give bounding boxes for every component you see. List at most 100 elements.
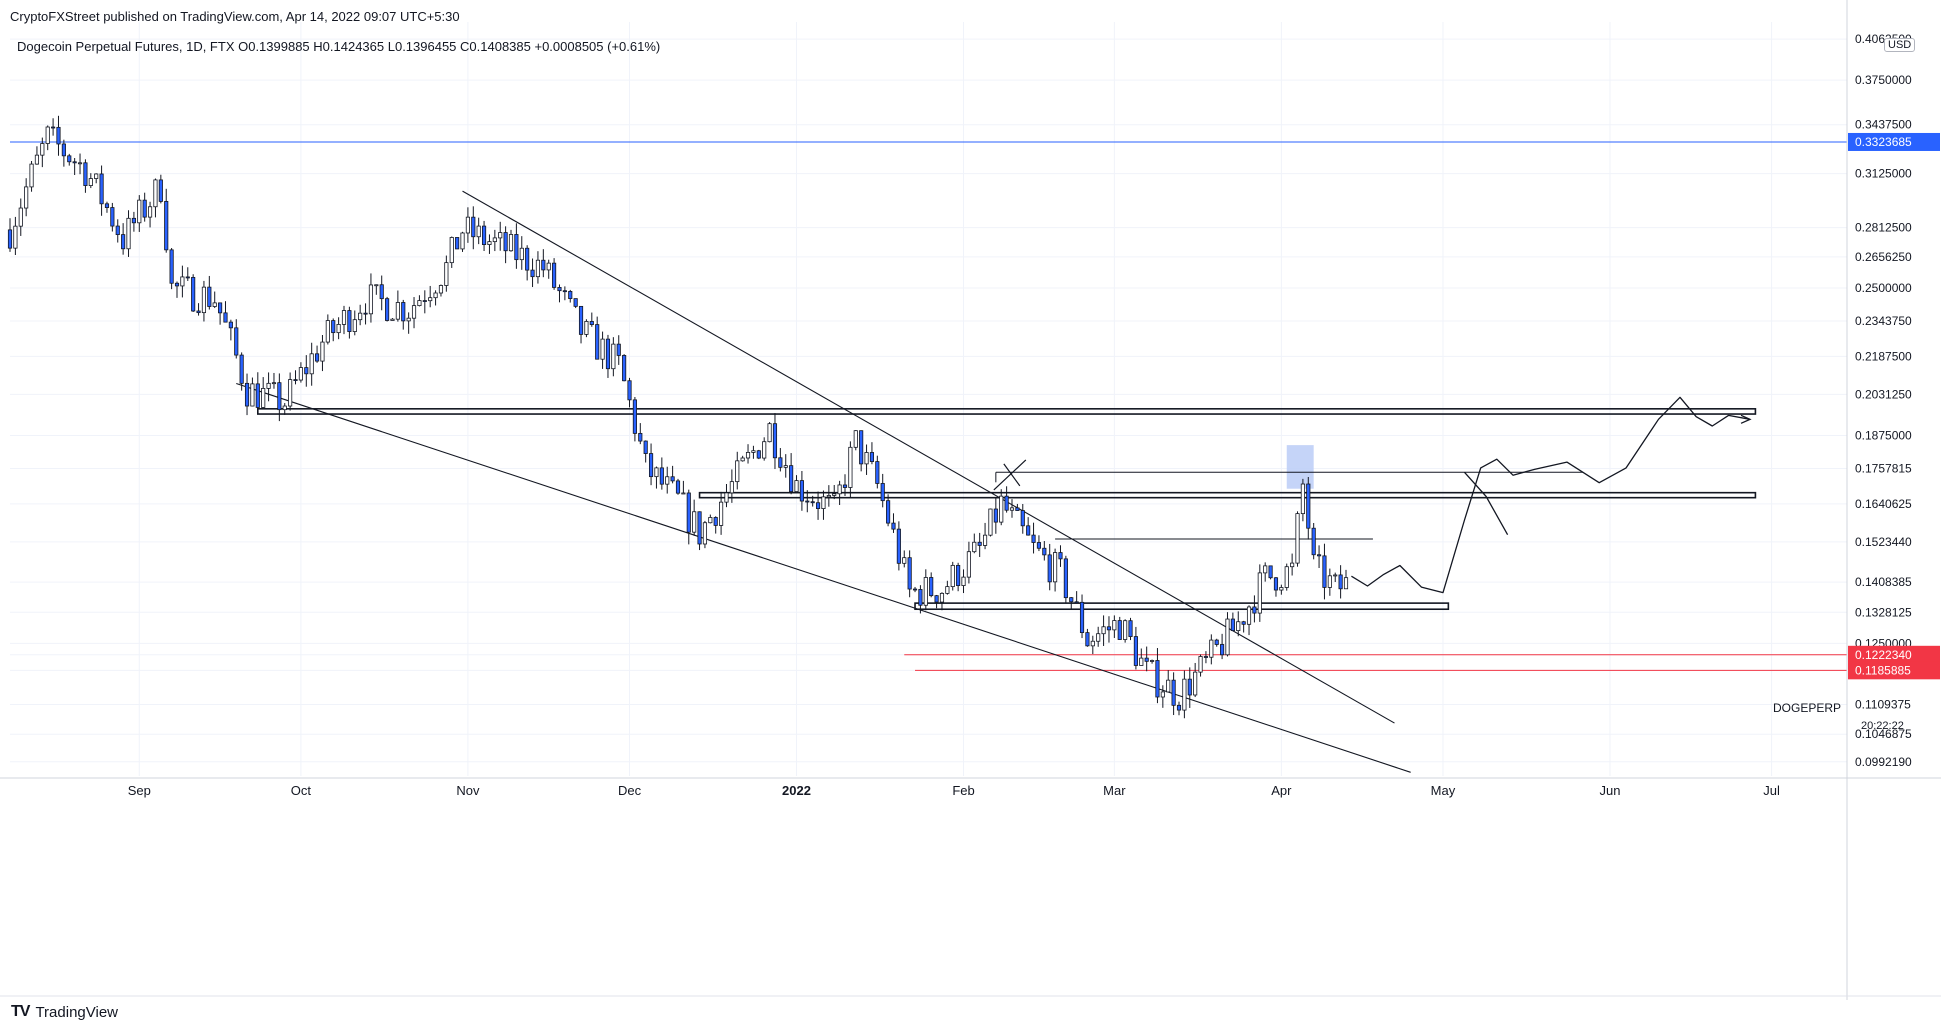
candle-down [1306, 483, 1311, 529]
candle-down [1020, 510, 1025, 527]
candle-down [99, 173, 104, 205]
candle-down [1241, 621, 1246, 625]
candle-down [842, 484, 848, 488]
projection-alt-line[interactable] [1464, 471, 1509, 536]
candle-down [1004, 495, 1009, 511]
tradingview-brand[interactable]: TV TradingView [11, 1003, 118, 1021]
candle-up [1123, 620, 1128, 640]
zone-rect[interactable] [698, 491, 1757, 499]
candle-up [1257, 572, 1262, 614]
candle-up [1182, 678, 1187, 711]
bar-countdown: 20:22:22 [1861, 720, 1904, 732]
x-mark-icon [993, 459, 1027, 491]
candle-down [1042, 547, 1047, 556]
currency-button[interactable]: USD [1884, 38, 1916, 52]
candle-up [902, 557, 907, 564]
candle-up [1090, 640, 1095, 647]
candle-down [244, 382, 250, 407]
price-label-box[interactable] [1848, 645, 1940, 664]
candle-down [422, 300, 427, 302]
candle-up [745, 452, 751, 459]
candle-down [1026, 525, 1031, 536]
projection-line[interactable] [1351, 396, 1751, 594]
candle-up [853, 430, 858, 448]
candle-up [611, 343, 616, 370]
candle-down [869, 452, 875, 462]
candle-down [185, 276, 190, 279]
candle-down [255, 383, 260, 408]
candle-up [692, 511, 697, 533]
candle-up [1053, 552, 1058, 583]
candle-down [1144, 657, 1149, 662]
candle-down [1268, 565, 1273, 579]
candle-up [719, 501, 724, 526]
time-axis[interactable]: Sep Oct Nov Dec 2022 Feb Mar Apr May Jun Jul [0, 777, 1941, 997]
candle-up [826, 495, 831, 498]
candle-down [638, 432, 643, 442]
price-label-box[interactable] [1848, 573, 1940, 592]
arrow-head-icon [1740, 414, 1752, 424]
y-tick-label: 0.2656250 [1855, 250, 1912, 264]
price-label-text: 0.1408385 [1855, 575, 1912, 589]
candle-down [293, 379, 298, 381]
trendline[interactable] [462, 190, 1395, 724]
candle-down [471, 216, 476, 238]
candle-down [363, 312, 368, 315]
candle-up [1246, 606, 1252, 625]
candle-down [799, 480, 804, 502]
candle-up [1112, 620, 1117, 631]
candle-down [347, 310, 352, 332]
candle-down [228, 321, 233, 329]
candle-up [309, 353, 314, 375]
candle-up [250, 383, 255, 407]
candle-down [589, 321, 594, 325]
candle-up [498, 232, 503, 239]
highlight-box[interactable] [1286, 445, 1314, 489]
candle-up [325, 320, 330, 343]
candle-up [1279, 587, 1284, 591]
candle-up [261, 388, 266, 408]
y-tick-label: 0.1640625 [1855, 497, 1912, 511]
candle-down [1058, 552, 1063, 560]
price-label-box[interactable] [1848, 132, 1940, 151]
candle-up [460, 232, 465, 250]
candle-down [1106, 626, 1112, 631]
candle-up [864, 452, 869, 465]
y-tick-label: 0.1875000 [1855, 428, 1912, 442]
price-label-text: 0.1185885 [1855, 663, 1911, 677]
zone-rect[interactable] [914, 602, 1450, 611]
candle-down [568, 291, 573, 299]
candle-down [314, 353, 320, 362]
zone-rectangles[interactable] [257, 408, 1757, 611]
candle-down [331, 320, 336, 334]
candle-down [115, 225, 120, 236]
candle-up [961, 576, 966, 586]
y-tick-label: 0.1523440 [1855, 535, 1912, 549]
price-label-box[interactable] [1848, 661, 1940, 680]
candle-up [724, 492, 729, 503]
candle-down [401, 302, 406, 322]
candle-up [411, 305, 417, 319]
candle-down [1031, 534, 1036, 543]
candle-down [643, 440, 648, 454]
candle-up [465, 216, 470, 234]
trendline[interactable] [236, 382, 1411, 773]
candle-down [223, 312, 228, 323]
candle-down [514, 234, 519, 261]
horizontal-lines[interactable] [10, 141, 1847, 671]
candle-down [1338, 574, 1343, 590]
candle-up [708, 517, 713, 524]
trendlines[interactable] [236, 190, 1411, 773]
candle-up [438, 285, 444, 294]
price-axis[interactable]: 0.0992190 0.1046875 0.1109375 0.11858850.12… [1846, 0, 1940, 1000]
x-tick-label: May [1431, 783, 1456, 798]
candle-down [1155, 660, 1160, 698]
candle-up [923, 577, 928, 606]
candle-down [756, 450, 761, 459]
projection-path[interactable] [1351, 396, 1752, 594]
candle-up [45, 126, 50, 144]
x-tick-label: Dec [618, 783, 642, 798]
candle-down [1187, 678, 1192, 696]
zone-rect[interactable] [257, 408, 1757, 415]
